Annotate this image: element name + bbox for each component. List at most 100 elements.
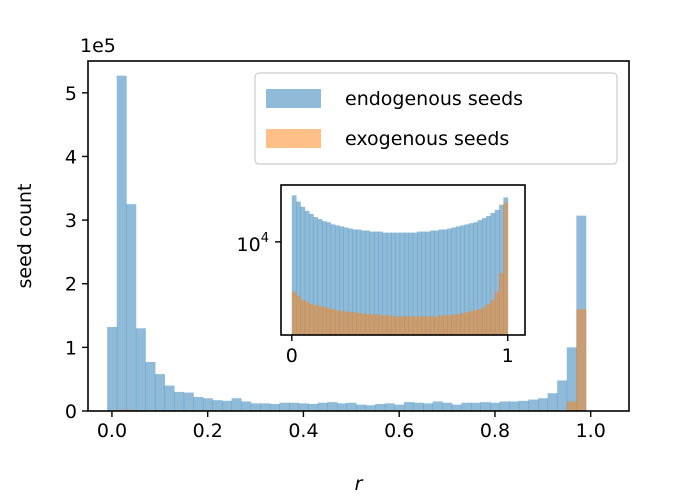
inset-bar-exogenous-24 [395, 316, 401, 335]
bar-endogenous-13 [231, 398, 242, 411]
bar-endogenous-17 [269, 404, 280, 411]
bar-endogenous-22 [317, 402, 328, 411]
bar-exogenous-49 [576, 309, 587, 411]
inset-bar-endogenous-5 [313, 217, 319, 335]
bar-endogenous-41 [499, 401, 510, 411]
inset-bar-exogenous-37 [451, 314, 457, 335]
inset-bar-exogenous-39 [460, 313, 465, 335]
inset-bar-exogenous-7 [322, 307, 327, 335]
inset-bar-exogenous-30 [421, 316, 427, 335]
inset-bar-endogenous-44 [481, 218, 487, 335]
inset-bar-exogenous-13 [347, 312, 353, 335]
inset-bar-endogenous-30 [421, 231, 427, 335]
inset-x-tick-label: 1 [502, 345, 514, 367]
inset-bar-endogenous-28 [412, 232, 418, 335]
x-tick-label: 0.2 [193, 420, 223, 442]
bar-endogenous-14 [241, 401, 252, 411]
inset-bar-exogenous-20 [378, 315, 383, 335]
inset-bar-exogenous-28 [412, 316, 418, 335]
bar-endogenous-30 [394, 404, 405, 411]
y-tick-label: 5 [65, 83, 77, 105]
inset-bar-exogenous-45 [486, 303, 491, 335]
inset-bar-endogenous-38 [455, 226, 461, 335]
inset-bar-exogenous-43 [477, 309, 483, 335]
bar-endogenous-4 [145, 362, 156, 411]
bar-endogenous-5 [155, 374, 166, 411]
inset-bar-endogenous-46 [490, 212, 496, 335]
inset-y-tick-label: 104 [237, 231, 269, 256]
inset-bar-exogenous-29 [417, 316, 422, 335]
inset-bar-exogenous-48 [499, 272, 504, 335]
inset-bar-endogenous-43 [477, 220, 483, 335]
inset-bar-exogenous-35 [442, 315, 448, 335]
bar-endogenous-40 [490, 402, 501, 411]
inset-bar-endogenous-33 [434, 230, 440, 335]
inset-bar-endogenous-32 [429, 230, 435, 335]
y-tick-label: 2 [65, 274, 77, 296]
x-tick-label: 0.4 [288, 420, 318, 442]
inset-bar-exogenous-23 [391, 316, 396, 335]
inset-bar-exogenous-6 [317, 306, 323, 335]
inset-bar-endogenous-9 [330, 224, 336, 335]
bar-endogenous-7 [174, 391, 185, 411]
bar-endogenous-2 [126, 204, 137, 411]
inset-bar-endogenous-24 [395, 232, 401, 335]
y-tick-label: 3 [65, 210, 77, 232]
bar-endogenous-33 [423, 403, 434, 411]
bar-endogenous-19 [289, 402, 300, 411]
inset-bar-endogenous-29 [417, 231, 422, 335]
bar-endogenous-16 [260, 403, 271, 411]
bar-endogenous-42 [509, 401, 520, 411]
bar-endogenous-48 [566, 347, 577, 411]
y-tick-label: 4 [65, 146, 77, 168]
inset-bar-exogenous-14 [352, 312, 357, 335]
inset-bar-endogenous-21 [382, 232, 388, 335]
inset-bar-exogenous-4 [309, 303, 314, 335]
main-axes-frame [87, 60, 630, 412]
bar-endogenous-45 [538, 398, 549, 411]
bar-endogenous-31 [403, 402, 414, 411]
inset-bar-endogenous-35 [442, 229, 448, 335]
bar-endogenous-28 [375, 404, 386, 411]
bar-endogenous-18 [279, 402, 290, 411]
inset-bar-exogenous-27 [408, 316, 414, 335]
inset-bar-endogenous-7 [322, 221, 327, 335]
bar-endogenous-9 [193, 397, 204, 411]
inset-bar-endogenous-19 [373, 231, 379, 335]
inset-bar-exogenous-33 [434, 316, 440, 335]
inset-bar-endogenous-2 [300, 206, 306, 335]
inset-bar-exogenous-21 [382, 315, 388, 335]
bar-endogenous-29 [384, 403, 395, 411]
legend-swatch-exogenous [266, 129, 321, 148]
x-tick-label: 0.6 [384, 420, 414, 442]
inset-bar-exogenous-34 [438, 315, 444, 335]
inset-bar-exogenous-8 [326, 308, 332, 335]
y-tick-label: 1 [65, 337, 77, 359]
inset-bar-endogenous-48 [499, 204, 504, 335]
inset-bar-exogenous-44 [481, 307, 487, 335]
legend-box [254, 72, 618, 165]
inset-bar-exogenous-40 [464, 312, 470, 335]
bar-endogenous-12 [222, 400, 233, 411]
bar-endogenous-15 [250, 403, 261, 411]
inset-plot: 0 1 104 [237, 184, 526, 367]
inset-bar-exogenous-17 [365, 314, 370, 335]
legend-label-exogenous: exogenous seeds [345, 128, 509, 150]
bar-endogenous-21 [308, 404, 319, 411]
bar-endogenous-3 [135, 328, 146, 411]
inset-bar-endogenous-13 [347, 228, 353, 335]
inset-bar-endogenous-0 [291, 195, 297, 335]
inset-bar-exogenous-47 [494, 291, 500, 335]
bar-endogenous-26 [356, 404, 367, 411]
inset-bar-exogenous-26 [404, 316, 409, 335]
bar-endogenous-6 [164, 385, 175, 411]
inset-bar-endogenous-8 [326, 222, 332, 335]
x-axis-label: r [355, 473, 364, 495]
inset-bar-exogenous-2 [300, 299, 306, 335]
inset-bar-endogenous-4 [309, 213, 314, 335]
inset-bar-endogenous-18 [369, 231, 375, 335]
bar-endogenous-43 [518, 400, 529, 411]
inset-axes-frame [280, 184, 526, 336]
inset-bar-exogenous-0 [291, 291, 297, 335]
